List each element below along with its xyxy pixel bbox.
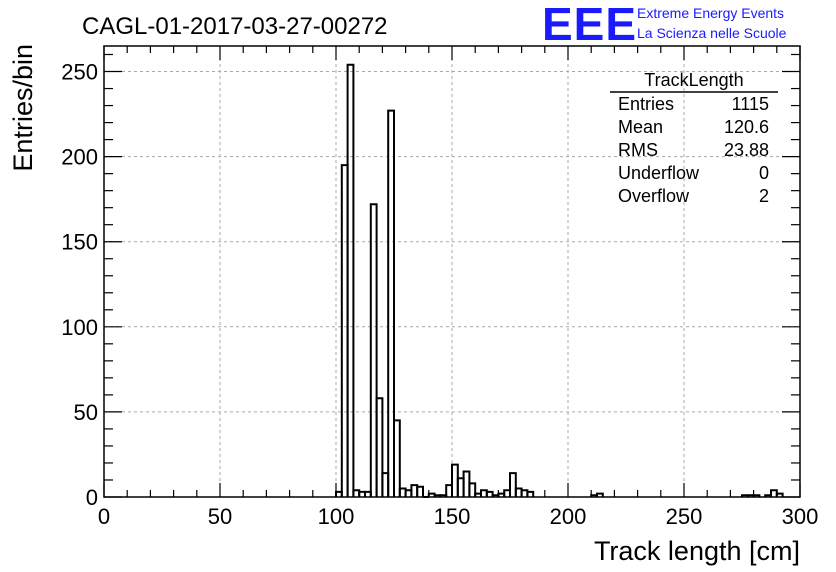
- stats-value: 1115: [732, 94, 769, 114]
- y-tick-label: 0: [86, 485, 98, 510]
- logo-mark: EEE: [542, 0, 637, 50]
- y-tick-label: 150: [61, 230, 98, 255]
- x-tick-label: 50: [208, 504, 232, 529]
- stats-box: TrackLength Entries 1115 Mean 120.6 RMS 23.88…: [610, 70, 778, 206]
- x-tick-label: 100: [318, 504, 355, 529]
- logo-line-1: Extreme Energy Events: [637, 5, 784, 21]
- y-tick-label: 200: [61, 145, 98, 170]
- stats-value: 2: [759, 186, 769, 206]
- grid-layer: [104, 46, 800, 497]
- histogram-bin: [526, 490, 535, 497]
- histogram-bin: [596, 492, 604, 497]
- x-tick-label: 0: [98, 504, 110, 529]
- stats-value: 0: [759, 163, 769, 183]
- y-axis-title: Entries/bin: [8, 44, 38, 172]
- histogram-bin: [375, 397, 384, 497]
- x-tick-label: 300: [782, 504, 819, 529]
- stats-label: Underflow: [618, 163, 700, 183]
- histogram-layer: [335, 63, 784, 498]
- histogram-bin: [387, 109, 395, 497]
- x-tick-label: 150: [434, 504, 471, 529]
- y-tick-label: 250: [61, 60, 98, 85]
- stats-label: Entries: [618, 94, 674, 114]
- x-tick-label: 200: [550, 504, 587, 529]
- histogram-bin: [509, 472, 517, 497]
- histogram-bin: [369, 203, 378, 497]
- y-tick-label: 100: [61, 315, 98, 340]
- stats-value: 120.6: [724, 117, 769, 137]
- chart-title: CAGL-01-2017-03-27-00272: [82, 13, 388, 40]
- stats-value: 23.88: [724, 140, 769, 160]
- eee-logo: EEE Extreme Energy Events La Scienza nel…: [542, 0, 787, 50]
- x-axis-title: Track length [cm]: [594, 536, 800, 566]
- stats-name: TrackLength: [644, 70, 743, 90]
- histogram-bin: [393, 419, 401, 497]
- logo-line-2: La Scienza nelle Scuole: [637, 25, 787, 41]
- stats-label: RMS: [618, 140, 658, 160]
- axis-layer: 0 50 100 150 200 250 300 0 50 100 150 200 250: [61, 45, 819, 529]
- stats-label: Mean: [618, 117, 663, 137]
- y-tick-label: 50: [74, 400, 98, 425]
- histogram-bin: [416, 485, 424, 497]
- x-tick-label: 250: [666, 504, 703, 529]
- stats-label: Overflow: [618, 186, 690, 206]
- histogram-bin: [346, 63, 355, 497]
- stats-rows: Entries 1115 Mean 120.6 RMS 23.88 Underflow 0 Ov…: [618, 94, 769, 206]
